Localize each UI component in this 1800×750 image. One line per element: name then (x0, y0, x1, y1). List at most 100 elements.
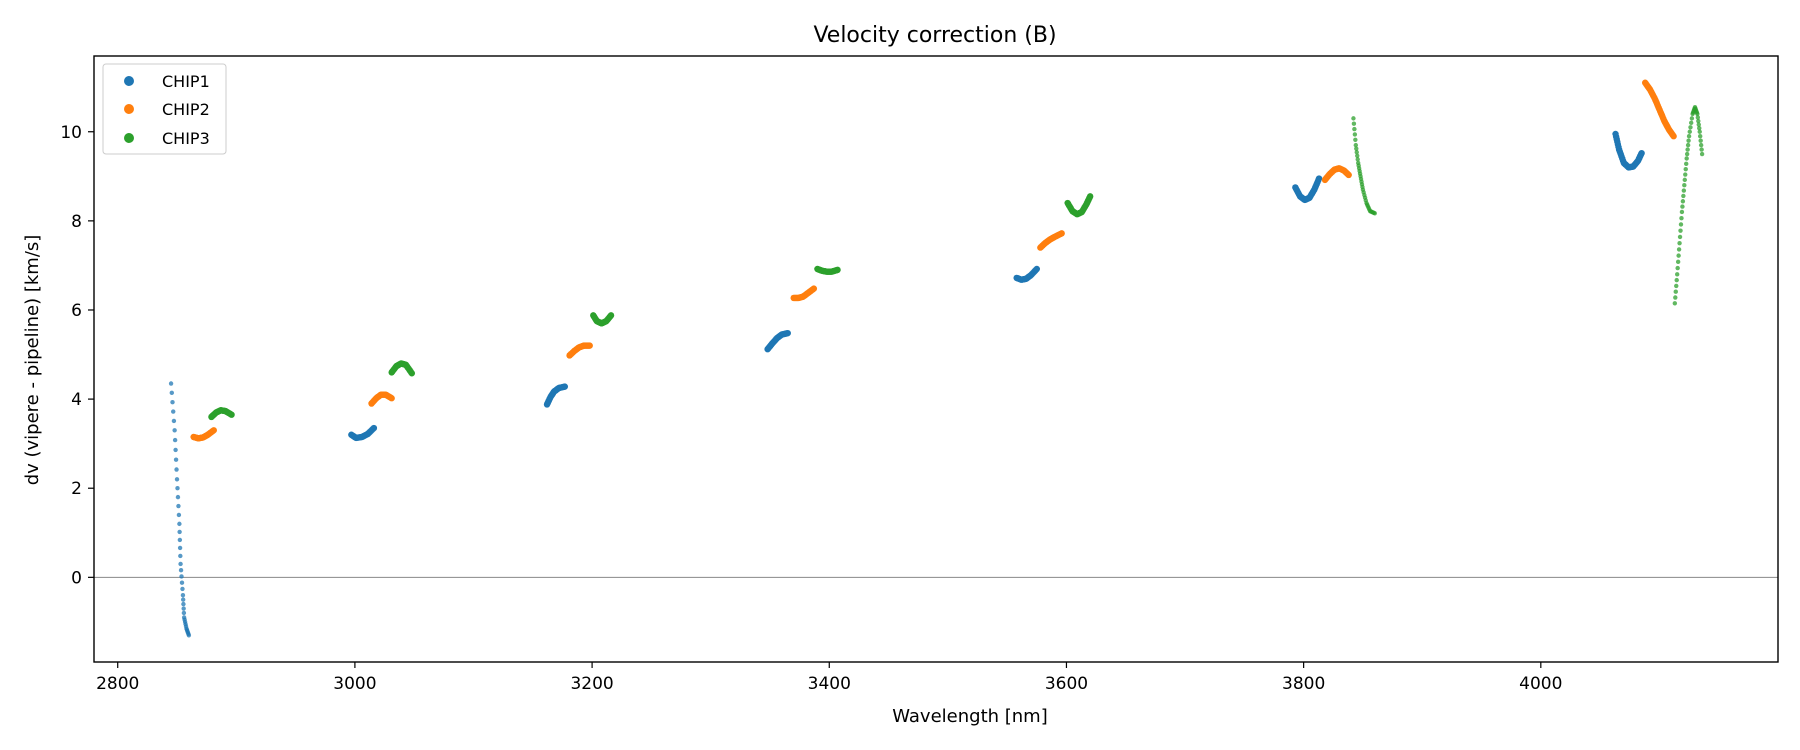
data-point (1355, 157, 1360, 162)
data-point (175, 486, 180, 491)
data-point (1683, 166, 1688, 172)
data-point (1679, 209, 1685, 215)
x-tick-label: 3400 (808, 674, 851, 694)
x-tick-label: 3200 (570, 674, 613, 694)
x-tick-label: 4000 (1519, 674, 1562, 694)
data-point (228, 411, 235, 418)
data-point (1684, 161, 1689, 167)
data-point (1354, 150, 1359, 155)
data-point (1680, 199, 1686, 204)
data-point (1685, 147, 1690, 152)
data-point (172, 437, 178, 443)
legend-label-chip2: CHIP2 (162, 100, 210, 119)
axes: 2800 3000 3200 3400 3600 3800 4000 0 2 4 6 8 10 (60, 55, 1779, 694)
data-point (180, 597, 186, 602)
data-point (1684, 156, 1689, 161)
data-point (1687, 129, 1692, 134)
data-point (181, 601, 186, 607)
data-point (1696, 118, 1701, 124)
data-point (1698, 134, 1703, 139)
data-point (1684, 151, 1690, 157)
data-point (1695, 115, 1701, 120)
data-point (1675, 259, 1681, 265)
data-point (1315, 175, 1323, 182)
legend-marker-chip1 (124, 76, 134, 86)
data-point (179, 574, 184, 579)
data-point (1696, 122, 1701, 127)
data-point (1698, 138, 1703, 143)
y-tick-label: 10 (60, 123, 82, 143)
data-point (181, 606, 186, 611)
data-point (180, 592, 186, 598)
data-point (181, 610, 187, 616)
data-point (1697, 129, 1702, 134)
data-point (1673, 295, 1678, 300)
data-point (1351, 116, 1356, 121)
data-point (1698, 142, 1704, 148)
data-point (1352, 132, 1358, 137)
plot-frame (93, 55, 1779, 663)
data-point (170, 400, 175, 405)
data-point (1670, 133, 1677, 140)
data-point (1355, 153, 1360, 159)
data-point (186, 633, 192, 638)
data-point (1677, 234, 1683, 240)
x-tick-label: 2800 (96, 674, 139, 694)
data-point (1688, 125, 1693, 130)
series-chip3 (208, 105, 1705, 421)
data-point (180, 586, 185, 592)
data-point (607, 312, 615, 319)
data-point (586, 342, 593, 349)
data-point (179, 580, 185, 585)
x-tick-label: 3800 (1282, 674, 1325, 694)
data-point (1058, 230, 1065, 237)
legend-marker-chip2 (124, 104, 134, 114)
data-point (1674, 283, 1679, 289)
data-point (1682, 183, 1687, 188)
y-tick-label: 0 (71, 568, 82, 588)
data-point (177, 545, 183, 551)
data-point (1686, 138, 1691, 143)
data-point (1678, 222, 1684, 227)
y-tick-label: 4 (71, 390, 82, 410)
data-point (834, 266, 841, 274)
data-point (178, 568, 184, 573)
data-point (810, 285, 818, 292)
data-point (174, 467, 179, 472)
data-point (1689, 116, 1695, 121)
data-point (561, 383, 569, 390)
data-point (1351, 121, 1357, 126)
data-point (1676, 247, 1682, 252)
y-tick-label: 6 (71, 301, 82, 321)
data-point (1686, 134, 1692, 139)
data-point (1676, 253, 1681, 258)
data-point (1680, 204, 1685, 209)
x-tick-label: 3000 (333, 674, 376, 694)
data-point (177, 537, 183, 543)
data-point (1675, 272, 1680, 277)
data-point (178, 561, 183, 567)
legend-label-chip1: CHIP1 (162, 72, 210, 91)
data-point (1638, 149, 1645, 157)
legend: CHIP1 CHIP2 CHIP3 (102, 63, 227, 155)
legend-box (102, 63, 227, 155)
data-point (1345, 171, 1352, 179)
data-point (175, 494, 181, 500)
data-point (1695, 111, 1700, 117)
data-point (1679, 215, 1684, 221)
legend-marker-chip3 (124, 133, 134, 143)
y-tick-label: 8 (71, 212, 82, 232)
x-tick-label: 3600 (1045, 674, 1088, 694)
data-point (169, 390, 174, 396)
data-point (1674, 277, 1679, 283)
y-axis-label: dv (vipere - pipeline) [km/s] (22, 235, 43, 486)
data-point (178, 553, 183, 559)
data-point (1675, 265, 1680, 271)
data-point (168, 381, 174, 386)
data-point (1372, 211, 1377, 216)
data-point (1681, 188, 1687, 193)
legend-label-chip3: CHIP3 (162, 129, 210, 148)
data-point (1033, 265, 1041, 273)
